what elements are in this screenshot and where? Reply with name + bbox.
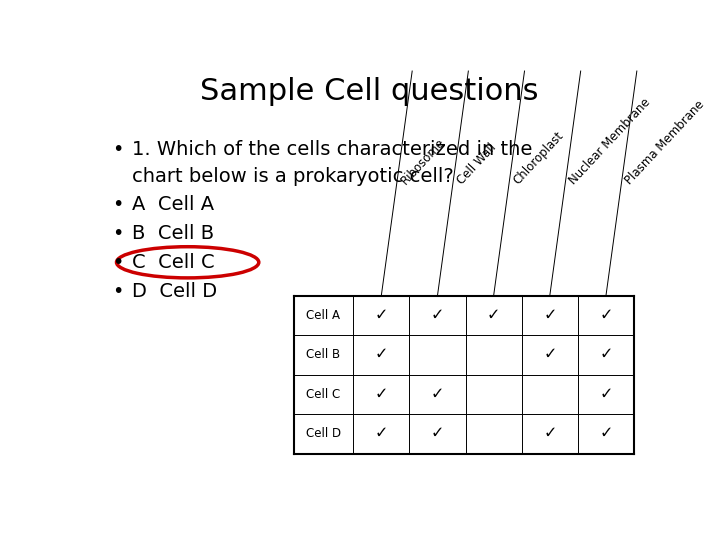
Text: 1. Which of the cells characterized in the: 1. Which of the cells characterized in t… xyxy=(132,140,532,159)
Text: •: • xyxy=(112,253,124,272)
Text: ✓: ✓ xyxy=(431,387,444,402)
Text: ✓: ✓ xyxy=(599,426,613,441)
Text: chart below is a prokaryotic cell?: chart below is a prokaryotic cell? xyxy=(132,167,454,186)
Text: Cell B: Cell B xyxy=(307,348,341,361)
Text: •: • xyxy=(112,194,124,214)
Text: •: • xyxy=(112,224,124,242)
Text: ✓: ✓ xyxy=(431,426,444,441)
Text: ✓: ✓ xyxy=(599,347,613,362)
Text: Plasma Membrane: Plasma Membrane xyxy=(623,98,707,187)
Text: ✓: ✓ xyxy=(599,387,613,402)
Text: Cell A: Cell A xyxy=(307,309,341,322)
Text: Cell D: Cell D xyxy=(306,427,341,440)
Text: C  Cell C: C Cell C xyxy=(132,253,215,272)
Text: Cell C: Cell C xyxy=(306,388,341,401)
Text: ✓: ✓ xyxy=(374,347,388,362)
Text: ✓: ✓ xyxy=(374,426,388,441)
Text: ✓: ✓ xyxy=(543,426,557,441)
Text: Chloroplast: Chloroplast xyxy=(510,130,566,187)
Text: Sample Cell questions: Sample Cell questions xyxy=(199,77,539,106)
Text: •: • xyxy=(112,140,124,159)
Text: •: • xyxy=(112,282,124,301)
Text: ✓: ✓ xyxy=(543,308,557,323)
Text: ✓: ✓ xyxy=(599,308,613,323)
Text: Ribosome: Ribosome xyxy=(398,136,448,187)
Text: ✓: ✓ xyxy=(431,308,444,323)
Text: A  Cell A: A Cell A xyxy=(132,194,214,214)
Text: D  Cell D: D Cell D xyxy=(132,282,217,301)
Text: ✓: ✓ xyxy=(487,308,500,323)
Text: ✓: ✓ xyxy=(543,347,557,362)
Text: Cell Wall: Cell Wall xyxy=(454,141,499,187)
Text: ✓: ✓ xyxy=(374,387,388,402)
Text: ✓: ✓ xyxy=(374,308,388,323)
Text: B  Cell B: B Cell B xyxy=(132,224,214,242)
Text: Nuclear Membrane: Nuclear Membrane xyxy=(567,96,653,187)
